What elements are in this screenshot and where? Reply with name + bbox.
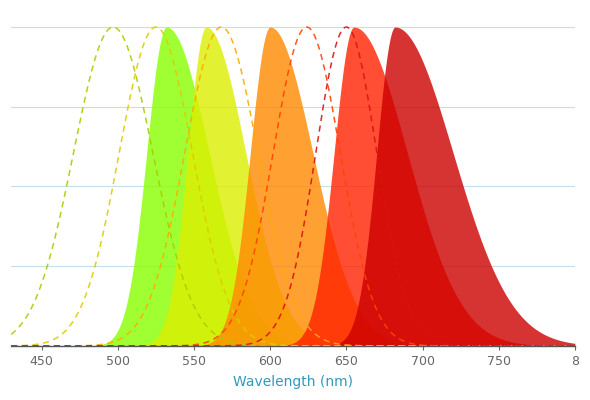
X-axis label: Wavelength (nm): Wavelength (nm) (233, 375, 353, 389)
